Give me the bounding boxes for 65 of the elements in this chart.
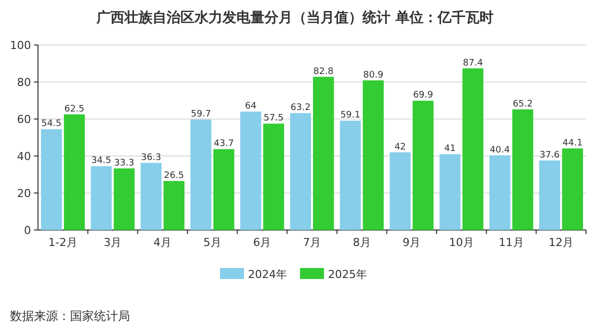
bar (512, 109, 534, 230)
bar (340, 120, 361, 230)
bar (64, 114, 85, 230)
y-tick-label: 100 (10, 39, 31, 52)
data-label: 41 (444, 144, 456, 154)
bar (390, 152, 411, 230)
x-tick-label: 5月 (203, 236, 222, 249)
data-label: 57.5 (264, 114, 284, 124)
source-note: 数据来源：国家统计局 (10, 309, 130, 323)
x-tick-label: 8月 (352, 236, 371, 249)
bar (164, 180, 184, 230)
data-label: 44.1 (562, 138, 583, 148)
bar (140, 162, 162, 230)
bar (489, 155, 510, 230)
data-label: 54.5 (41, 119, 62, 130)
bar (263, 124, 284, 230)
x-tick-label: 10月 (448, 236, 474, 249)
data-label: 80.9 (363, 70, 384, 80)
data-label: 62.5 (64, 104, 84, 114)
y-tick-label: 40 (17, 150, 31, 163)
x-tick-label: 11月 (498, 236, 524, 249)
x-tick-label: 3月 (104, 236, 122, 249)
y-tick-label: 0 (24, 224, 31, 237)
data-label: 26.5 (164, 170, 184, 181)
x-tick-label: 6月 (253, 236, 272, 249)
bar (290, 113, 311, 230)
legend-label: 2024年 (248, 268, 287, 281)
y-tick-label: 80 (17, 76, 31, 89)
data-label: 40.4 (490, 145, 510, 156)
bar (90, 166, 112, 230)
data-label: 37.6 (540, 150, 560, 160)
bar (462, 68, 484, 230)
y-tick-label: 20 (17, 187, 31, 200)
data-label: 69.9 (413, 90, 434, 101)
x-tick-label: 4月 (154, 236, 172, 249)
chart-title: 广西壮族自治区水力发电量分月（当月值）统计 单位：亿千瓦时 (96, 9, 494, 26)
data-label: 87.4 (462, 58, 484, 68)
bar (362, 80, 384, 230)
x-tick-label: 12月 (548, 236, 574, 249)
data-label: 43.7 (214, 139, 234, 150)
bar (539, 160, 560, 230)
bar (440, 154, 460, 230)
bar (412, 100, 434, 230)
y-tick-label: 60 (17, 113, 31, 126)
legend-label: 2025年 (328, 268, 367, 281)
bar (562, 148, 584, 230)
data-label: 42 (394, 142, 406, 152)
data-label: 82.8 (313, 66, 334, 77)
data-label: 33.3 (114, 158, 134, 168)
x-tick-label: 1-2月 (48, 236, 78, 249)
data-label: 65.2 (512, 99, 533, 110)
bar (240, 112, 262, 230)
data-label: 63.2 (290, 103, 311, 114)
x-tick-label: 7月 (303, 236, 321, 249)
data-label: 36.3 (141, 152, 162, 163)
data-label: 59.7 (190, 110, 211, 120)
data-label: 34.5 (91, 156, 112, 166)
bar (190, 120, 212, 230)
bar (40, 129, 62, 230)
bar (313, 76, 334, 230)
bar (213, 149, 234, 230)
x-tick-label: 9月 (402, 236, 421, 249)
data-label: 59.1 (340, 110, 360, 121)
data-label: 64 (244, 102, 257, 112)
bar (114, 168, 135, 230)
